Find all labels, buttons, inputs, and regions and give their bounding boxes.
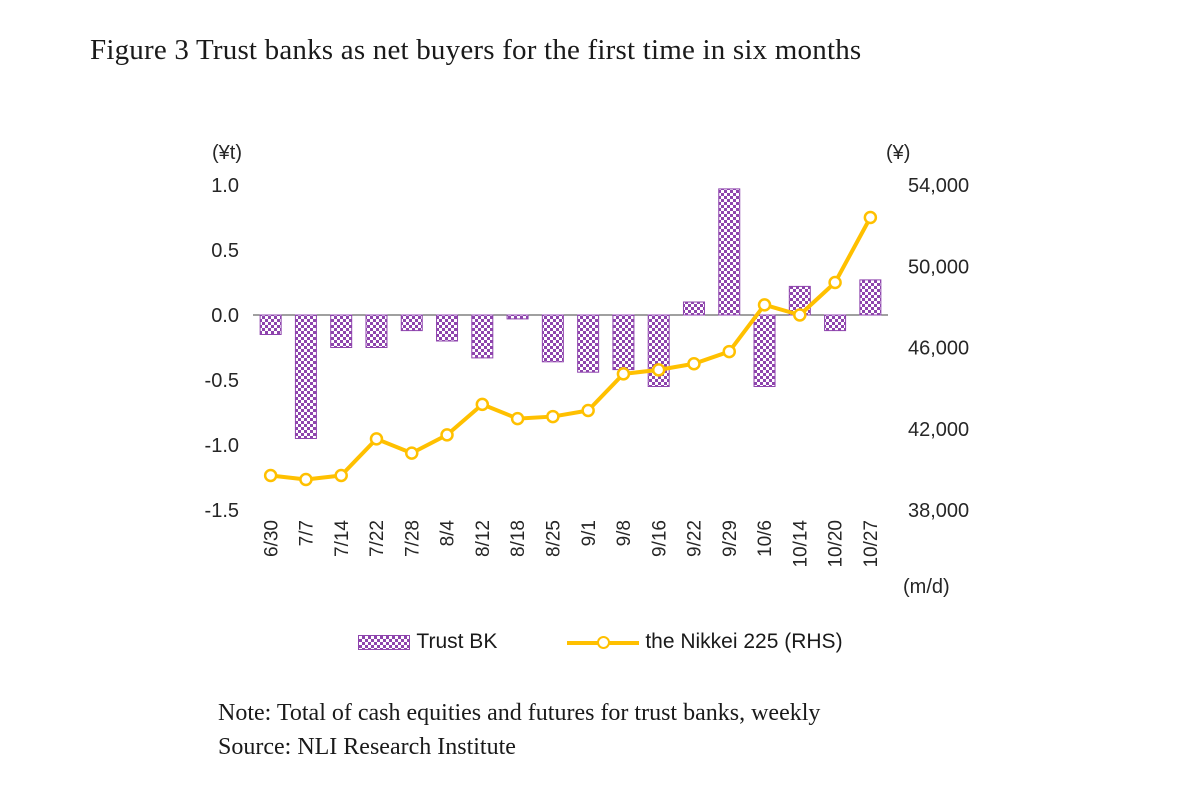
legend-label-trust-bk: Trust BK — [416, 630, 498, 653]
svg-text:10/14: 10/14 — [790, 520, 811, 568]
nikkei-marker-icon — [597, 635, 611, 649]
legend-item-nikkei: the Nikkei 225 (RHS) — [567, 630, 843, 654]
nikkei-line-swatch-icon — [567, 635, 640, 650]
svg-text:9/22: 9/22 — [685, 520, 706, 557]
combo-chart: 1.0 0.5 0.0 -0.5 -1.0 -1.5 54,000 50,000 46,000 4… — [205, 175, 970, 568]
svg-text:10/20: 10/20 — [826, 520, 847, 568]
x-axis-unit-label: (m/d) — [903, 576, 950, 598]
svg-text:54,000: 54,000 — [908, 175, 969, 197]
svg-text:9/8: 9/8 — [614, 520, 635, 546]
figure-note: Note: Total of cash equities and futures… — [218, 700, 821, 726]
svg-text:7/14: 7/14 — [332, 520, 353, 557]
chart-legend: Trust BK the Nikkei 225 (RHS) — [0, 630, 1201, 654]
svg-text:46,000: 46,000 — [908, 338, 969, 360]
left-axis-unit-label: (¥t) — [212, 142, 242, 164]
svg-text:8/25: 8/25 — [544, 520, 565, 557]
svg-text:8/4: 8/4 — [438, 520, 459, 547]
svg-text:0.5: 0.5 — [211, 240, 239, 262]
legend-item-trust-bk: Trust BK — [358, 630, 497, 654]
svg-text:42,000: 42,000 — [908, 419, 969, 441]
svg-text:7/7: 7/7 — [297, 520, 318, 546]
trust-bk-bar-swatch-icon — [358, 634, 411, 650]
svg-text:10/27: 10/27 — [861, 520, 882, 568]
right-axis-unit-label: (¥) — [886, 142, 911, 164]
svg-text:7/22: 7/22 — [367, 520, 388, 557]
svg-text:0.0: 0.0 — [211, 305, 239, 327]
svg-text:9/1: 9/1 — [579, 520, 600, 546]
svg-text:38,000: 38,000 — [908, 500, 969, 522]
svg-text:-0.5: -0.5 — [205, 370, 239, 392]
legend-label-nikkei: the Nikkei 225 (RHS) — [645, 630, 843, 653]
svg-text:8/18: 8/18 — [508, 520, 529, 557]
svg-text:50,000: 50,000 — [908, 256, 969, 278]
svg-text:1.0: 1.0 — [211, 175, 239, 197]
svg-text:-1.0: -1.0 — [205, 435, 239, 457]
svg-text:8/12: 8/12 — [473, 520, 494, 557]
figure-source: Source: NLI Research Institute — [218, 734, 516, 760]
svg-text:9/29: 9/29 — [720, 520, 741, 557]
svg-text:7/28: 7/28 — [402, 520, 423, 557]
svg-text:6/30: 6/30 — [261, 520, 282, 557]
svg-text:-1.5: -1.5 — [205, 500, 239, 522]
svg-text:10/6: 10/6 — [755, 520, 776, 557]
figure-title: Figure 3 Trust banks as net buyers for t… — [90, 34, 862, 66]
svg-text:9/16: 9/16 — [649, 520, 670, 557]
